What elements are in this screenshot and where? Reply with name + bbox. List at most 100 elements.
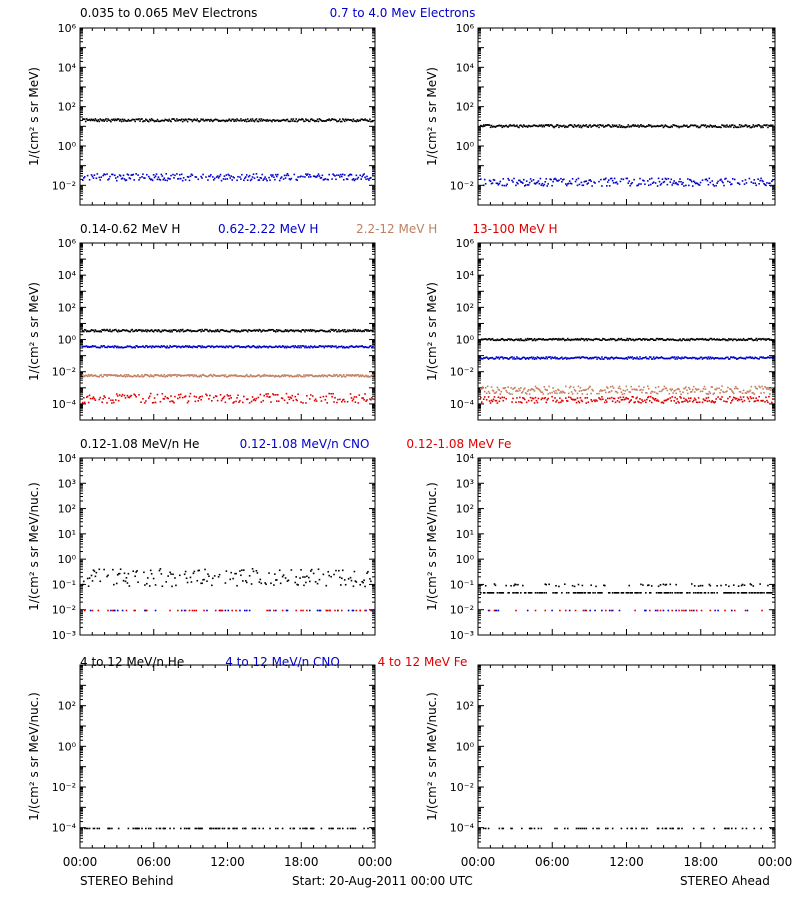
data-point <box>276 119 278 122</box>
data-point <box>338 345 340 348</box>
data-point <box>562 178 564 181</box>
data-point <box>282 345 285 348</box>
data-point <box>178 374 180 377</box>
data-point <box>505 397 507 400</box>
data-point <box>137 329 139 332</box>
data-point <box>200 346 202 349</box>
data-point <box>91 329 94 332</box>
data-point <box>353 375 356 377</box>
data-point <box>750 337 753 340</box>
data-point <box>179 330 181 333</box>
data-point <box>504 338 507 341</box>
data-point <box>605 356 607 359</box>
data-point <box>371 609 373 612</box>
data-point <box>492 125 495 128</box>
data-point <box>273 375 275 377</box>
data-point <box>516 124 518 127</box>
data-point <box>314 330 317 333</box>
data-point <box>755 337 758 340</box>
data-point <box>106 120 108 122</box>
data-point <box>760 177 762 180</box>
data-point <box>699 390 702 393</box>
data-point <box>510 387 512 389</box>
data-point <box>653 391 656 393</box>
data-point <box>635 592 637 594</box>
data-point <box>715 338 717 341</box>
data-point <box>518 401 520 403</box>
data-point <box>357 346 360 348</box>
data-point <box>259 393 262 396</box>
data-point <box>596 358 598 360</box>
data-point <box>115 119 118 122</box>
data-point <box>173 118 175 120</box>
data-point <box>595 399 597 401</box>
data-point <box>177 397 179 400</box>
data-point <box>248 575 251 577</box>
data-point <box>279 346 282 348</box>
data-point <box>549 124 551 126</box>
data-point <box>124 580 127 583</box>
data-point <box>221 374 224 377</box>
data-point <box>222 119 225 122</box>
data-point <box>242 119 244 122</box>
data-point <box>371 396 373 399</box>
data-point <box>333 330 335 332</box>
data-point <box>616 400 619 402</box>
data-point <box>695 338 698 340</box>
data-point <box>260 582 263 585</box>
data-point <box>654 182 657 184</box>
data-point <box>227 346 230 349</box>
data-point <box>256 374 259 377</box>
data-point <box>218 573 221 576</box>
data-point <box>589 179 591 181</box>
data-point <box>277 329 280 331</box>
data-point <box>573 399 576 401</box>
data-point <box>231 329 233 331</box>
data-point <box>156 178 159 181</box>
data-point <box>581 393 584 395</box>
data-point <box>186 374 189 376</box>
data-point <box>684 125 686 127</box>
data-point <box>614 339 617 342</box>
data-point <box>697 357 700 360</box>
data-point <box>658 357 661 359</box>
data-point <box>224 582 227 584</box>
data-point <box>248 346 251 348</box>
data-point <box>372 120 374 123</box>
data-point <box>748 390 751 393</box>
data-point <box>144 609 146 612</box>
data-point <box>259 578 262 581</box>
data-point <box>589 356 591 359</box>
data-point <box>319 329 322 332</box>
data-point <box>202 346 204 349</box>
data-point <box>575 401 578 404</box>
data-point <box>682 400 684 403</box>
data-point <box>591 185 593 187</box>
data-point <box>121 375 124 378</box>
data-point <box>219 345 222 348</box>
data-point <box>587 592 590 594</box>
data-point <box>759 179 761 182</box>
data-point <box>318 374 321 377</box>
data-point <box>367 178 369 180</box>
data-point <box>587 182 590 184</box>
data-point <box>232 329 234 332</box>
data-point <box>562 337 564 340</box>
data-point <box>563 339 566 342</box>
data-point <box>337 330 339 333</box>
data-point <box>169 119 171 122</box>
data-point <box>316 609 319 612</box>
data-point <box>665 592 668 594</box>
data-point <box>351 330 354 332</box>
data-point <box>235 400 237 403</box>
data-point <box>85 396 88 399</box>
data-point <box>500 124 503 127</box>
data-point <box>174 395 176 398</box>
data-point <box>525 339 528 342</box>
data-point <box>579 386 582 389</box>
data-point <box>339 118 341 121</box>
data-point <box>155 373 158 376</box>
data-point <box>708 357 711 360</box>
data-point <box>92 396 95 398</box>
data-point <box>95 119 98 122</box>
